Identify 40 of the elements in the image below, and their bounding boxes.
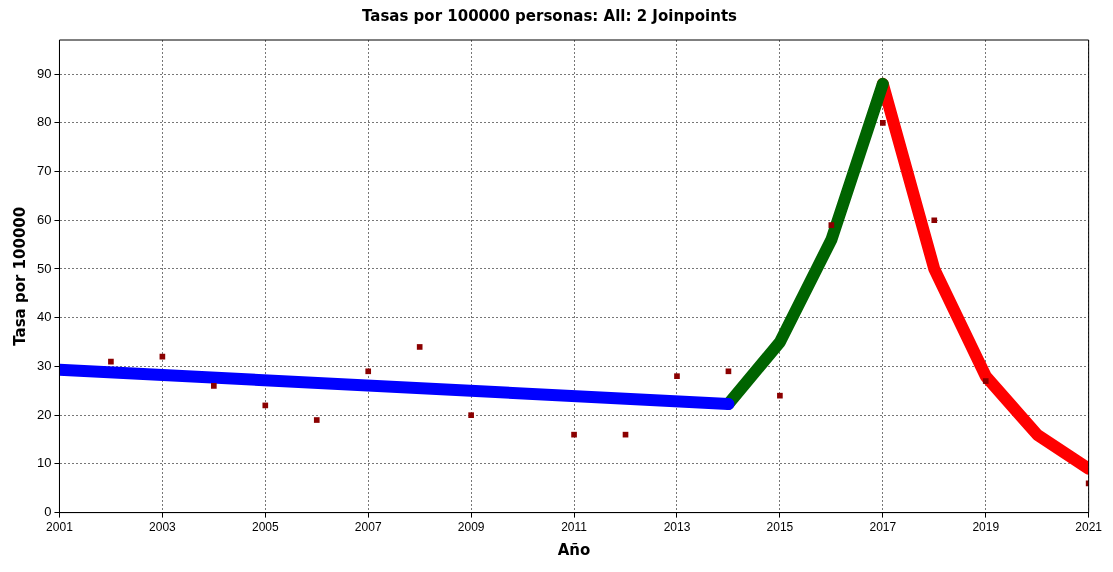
x-tick-label: 2017 (869, 520, 897, 535)
point (313, 417, 320, 423)
chart-title: Tasas por 100000 personas: All: 2 Joinpoints (361, 6, 738, 25)
y-tick-label: 40 (36, 309, 52, 325)
y-tick-label: 10 (36, 455, 52, 471)
y-tick-label: 60 (36, 211, 52, 227)
point (262, 402, 269, 409)
x-tick-label: 2021 (1075, 520, 1103, 535)
y-axis-title: Tasa por 100000 (10, 206, 29, 346)
point (416, 344, 423, 350)
y-tick-label: 30 (36, 358, 52, 374)
y-tick-label: 0 (44, 504, 52, 520)
point (159, 353, 166, 360)
point (879, 120, 886, 126)
x-tick-label: 2005 (251, 520, 279, 535)
x-tick-label: 2001 (46, 520, 74, 535)
y-tick-label: 70 (36, 163, 52, 179)
x-tick-label: 2013 (663, 520, 691, 535)
x-tick-label: 2003 (149, 520, 177, 535)
y-tick-label: 20 (36, 406, 52, 422)
x-tick-label: 2015 (766, 520, 794, 535)
x-tick-label: 2007 (354, 520, 382, 535)
point (777, 392, 783, 399)
y-tick-label: 50 (36, 260, 52, 276)
point (931, 217, 938, 224)
x-tick-label: 2011 (561, 520, 588, 535)
point (108, 358, 114, 365)
y-tick-label: 80 (36, 114, 52, 130)
point (365, 368, 372, 375)
point (211, 383, 217, 389)
x-tick-label: 2009 (457, 520, 485, 535)
x-tick-label: 2019 (972, 520, 1000, 535)
point (725, 368, 732, 375)
point (571, 431, 577, 438)
point (828, 222, 835, 228)
y-tick-label: 90 (36, 65, 52, 81)
point (982, 378, 989, 384)
x-axis-title: Año (557, 540, 591, 559)
point (674, 373, 680, 380)
point (468, 412, 474, 418)
